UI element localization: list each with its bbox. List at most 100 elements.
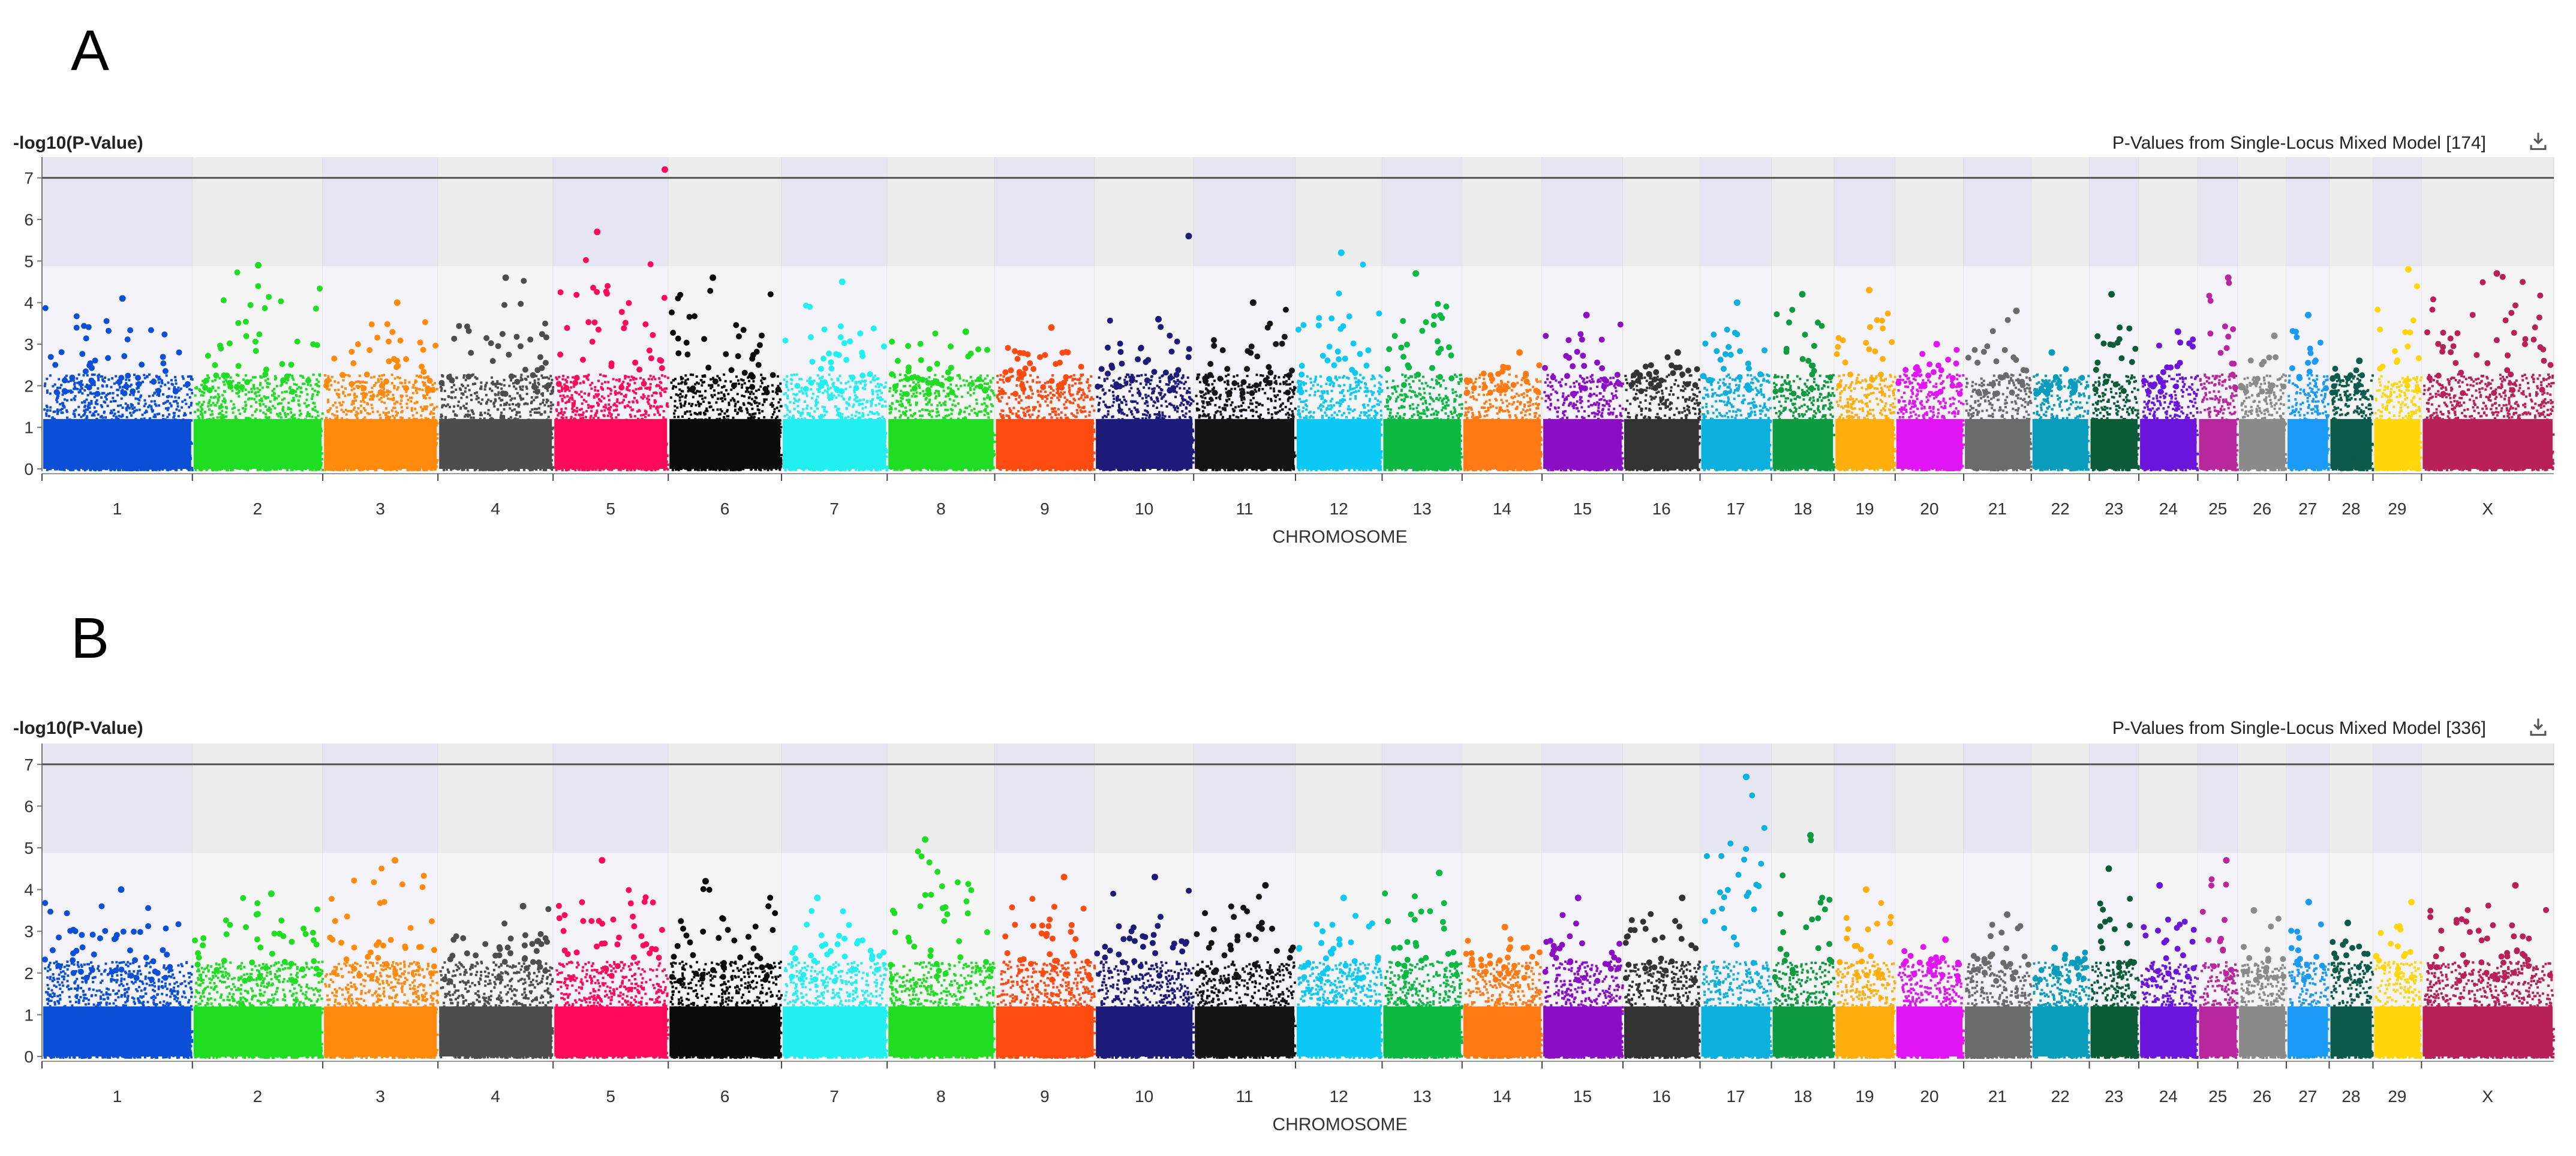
point: [656, 955, 662, 961]
point: [2190, 965, 2197, 971]
chromosome-label: X: [2482, 499, 2493, 518]
point: [2118, 355, 2125, 362]
export-icon[interactable]: [2528, 131, 2548, 151]
chromosome-points-25: [2199, 274, 2239, 471]
point: [1258, 920, 1265, 926]
point: [309, 929, 316, 936]
point: [589, 338, 596, 345]
point: [720, 974, 726, 980]
point: [1781, 958, 1788, 964]
point: [1042, 352, 1048, 359]
point: [500, 390, 506, 397]
point: [596, 918, 602, 924]
point: [2025, 961, 2031, 968]
point: [1336, 941, 1343, 948]
point: [608, 973, 615, 979]
point: [2007, 961, 2013, 967]
point: [928, 892, 934, 898]
point: [1492, 977, 1499, 983]
point: [1450, 949, 1457, 956]
point: [1298, 371, 1305, 378]
point: [1084, 958, 1090, 965]
point: [256, 331, 263, 338]
point: [867, 947, 874, 954]
point: [1902, 367, 1909, 373]
point: [1772, 974, 1778, 980]
point-cloud: [1543, 373, 1624, 471]
chromosome-points-X: [2422, 270, 2555, 471]
chromosome-label: 25: [2208, 499, 2227, 518]
point: [1815, 945, 1821, 952]
point: [257, 974, 263, 981]
point: [1542, 968, 1549, 975]
point: [1615, 965, 1622, 971]
point: [1170, 385, 1177, 392]
point: [438, 380, 445, 386]
point: [130, 388, 136, 395]
point: [162, 368, 169, 374]
point: [1295, 326, 1301, 333]
peak-point: [1501, 923, 1508, 931]
point: [89, 379, 96, 386]
point: [1679, 371, 1685, 378]
point: [2394, 357, 2401, 363]
point: [2452, 360, 2459, 366]
point: [1258, 926, 1265, 932]
point: [446, 374, 452, 380]
point: [573, 375, 580, 381]
point: [2493, 337, 2500, 344]
point: [641, 899, 648, 905]
point: [838, 388, 845, 395]
chromosome-label: 13: [1413, 499, 1432, 518]
point: [1916, 368, 1922, 374]
point: [1669, 958, 1675, 965]
point-cloud: [324, 374, 439, 471]
point: [1052, 958, 1059, 964]
point: [1513, 970, 1520, 977]
point: [1638, 388, 1645, 395]
chromosome-label: 3: [375, 499, 385, 518]
point: [94, 390, 101, 397]
point: [1934, 390, 1940, 397]
chromosome-label: 15: [1573, 1087, 1592, 1106]
point: [489, 358, 496, 365]
point: [2361, 950, 2368, 957]
point: [605, 283, 611, 289]
export-icon[interactable]: [2528, 717, 2548, 737]
point-cloud: [1463, 373, 1543, 471]
point: [70, 926, 77, 933]
point: [1167, 375, 1174, 381]
point: [2374, 306, 2381, 313]
point: [1429, 365, 1435, 371]
point: [2223, 970, 2229, 977]
point: [465, 374, 472, 380]
point: [227, 922, 233, 928]
point: [1615, 380, 1621, 386]
point: [1988, 933, 1994, 940]
point: [741, 369, 748, 376]
point: [447, 956, 453, 962]
point: [351, 965, 357, 972]
point: [792, 955, 799, 962]
point: [927, 947, 934, 953]
point: [1753, 881, 1760, 888]
point: [164, 952, 170, 958]
point: [889, 371, 895, 378]
point: [132, 957, 138, 964]
chromosome-label: 23: [2105, 499, 2123, 518]
point: [1930, 369, 1937, 375]
point: [659, 365, 665, 371]
point: [2265, 955, 2272, 962]
point: [1609, 949, 1615, 956]
point: [683, 339, 690, 346]
point: [266, 294, 272, 300]
point: [2380, 964, 2387, 971]
point: [1836, 959, 1843, 965]
point: [447, 978, 453, 985]
point: [55, 962, 62, 969]
point: [759, 332, 765, 339]
peak-point: [2013, 308, 2020, 314]
point: [89, 365, 95, 371]
point: [641, 380, 647, 387]
chromosome-points-6: [669, 878, 783, 1059]
